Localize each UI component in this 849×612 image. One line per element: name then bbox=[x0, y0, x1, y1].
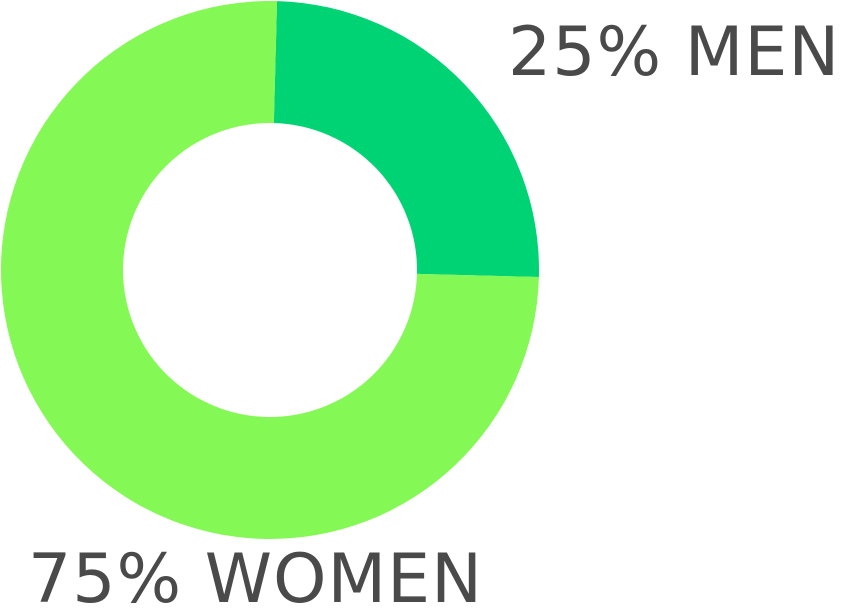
slice-label-men: 25% MEN bbox=[508, 13, 840, 92]
donut-slice-men bbox=[273, 1, 540, 278]
donut-slice-women bbox=[1, 1, 539, 540]
slice-label-women: 75% WOMEN bbox=[28, 540, 483, 612]
donut-slices bbox=[1, 1, 540, 540]
